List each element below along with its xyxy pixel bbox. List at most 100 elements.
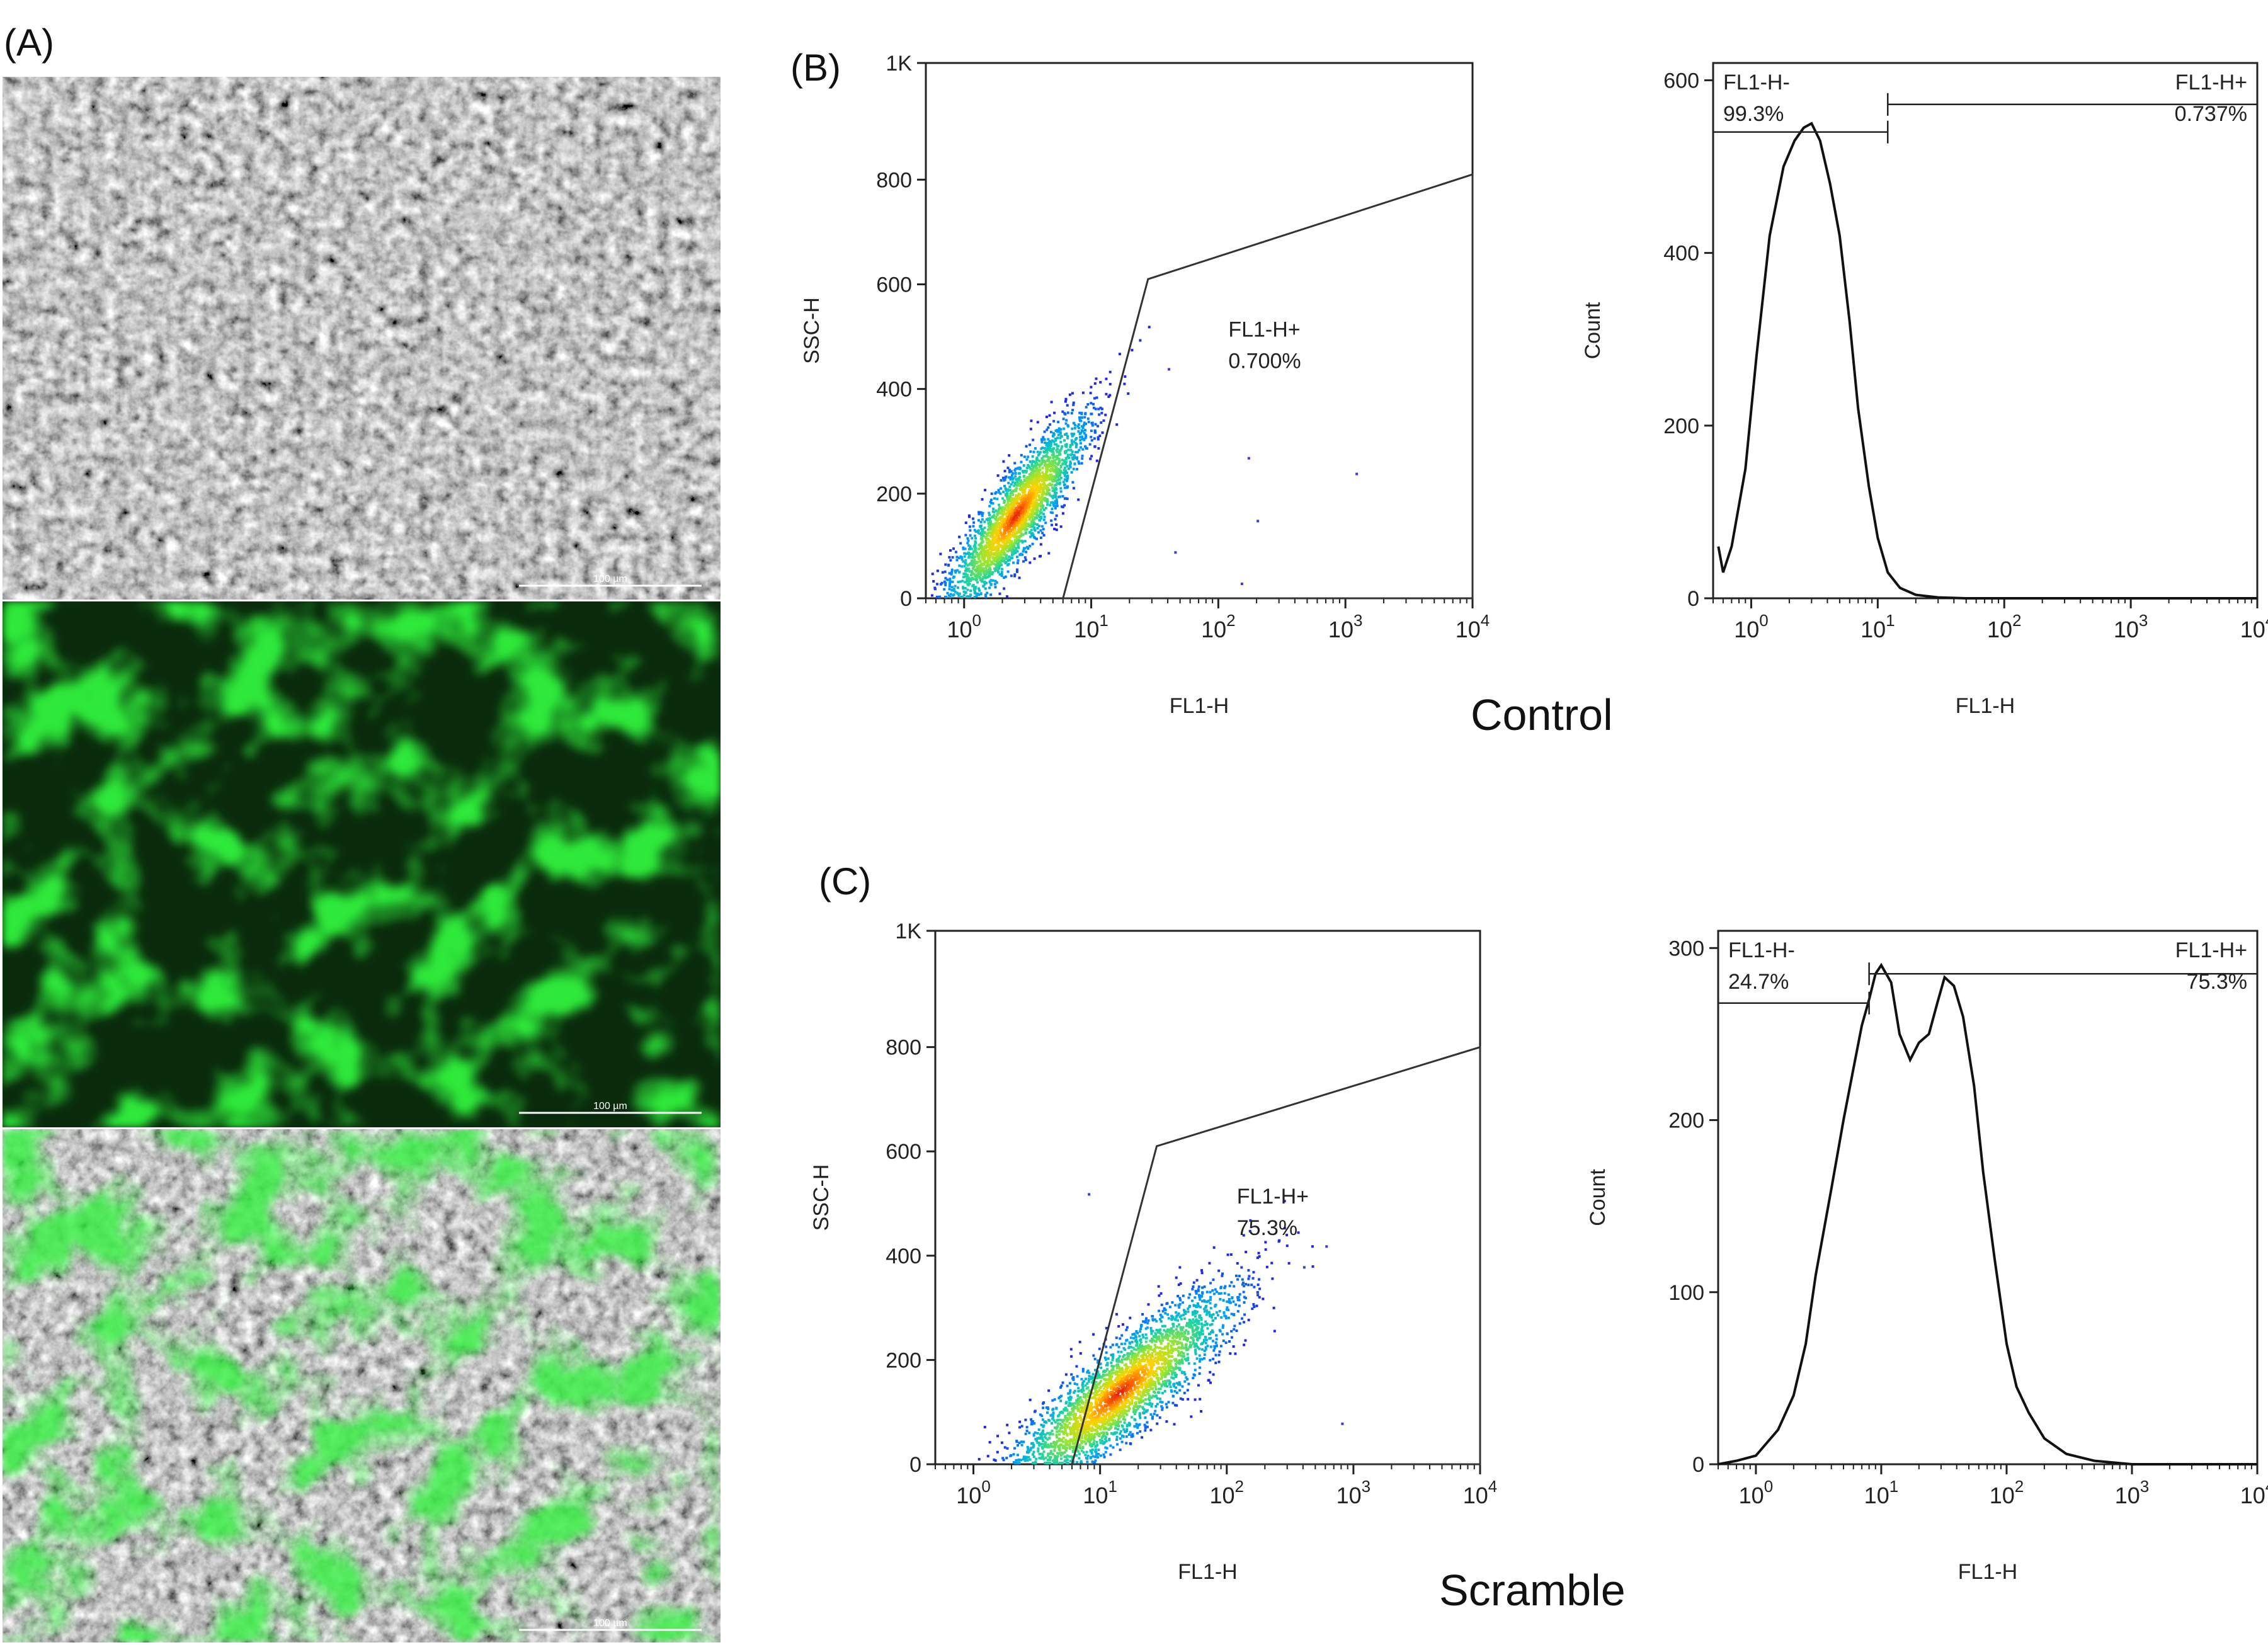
scatter-point xyxy=(1107,1413,1110,1416)
scatter-point xyxy=(1142,1389,1145,1392)
scatter-point xyxy=(949,549,952,552)
scatter-point xyxy=(1029,477,1032,480)
scatter-point xyxy=(967,576,970,579)
scatter-point xyxy=(1003,522,1006,525)
scatter-point xyxy=(1078,1423,1081,1426)
scatter-point xyxy=(1283,1227,1286,1230)
scatter-point xyxy=(994,491,998,494)
scatter-point xyxy=(1146,1409,1149,1412)
scatter-point xyxy=(1020,496,1023,499)
scatter-point xyxy=(1144,1398,1148,1401)
scatter-point xyxy=(1083,432,1086,435)
scatter-point xyxy=(1195,1310,1199,1313)
scatter-point xyxy=(1205,1323,1208,1326)
scatter-point xyxy=(1117,1345,1120,1348)
scatter-point xyxy=(1070,1355,1073,1358)
scatter-point xyxy=(1257,1251,1260,1255)
scatter-point xyxy=(1033,489,1036,492)
scatter-point xyxy=(1218,1309,1221,1312)
y-tick-label: 200 xyxy=(886,1348,921,1372)
scatter-point xyxy=(1118,1368,1121,1371)
scatter-point xyxy=(944,563,947,566)
scatter-point xyxy=(1001,546,1004,549)
scatter-point xyxy=(1100,407,1103,411)
scatter-point xyxy=(1017,528,1020,532)
scatter-point xyxy=(1007,539,1010,542)
scatter-point xyxy=(949,578,952,581)
scatter-point xyxy=(1053,443,1056,446)
scatter-point xyxy=(1098,1363,1102,1366)
scatter-point xyxy=(1188,1325,1191,1328)
scatter-point xyxy=(1141,1399,1144,1403)
scatter-point xyxy=(1066,1440,1069,1443)
scatter-point xyxy=(1234,1303,1238,1306)
scatter-point xyxy=(1027,511,1030,514)
scatter-point xyxy=(1039,543,1042,546)
scatter-point xyxy=(1211,1331,1214,1334)
scatter-point xyxy=(1080,1433,1083,1437)
scatter-point xyxy=(1020,1425,1023,1428)
scatter-point xyxy=(1023,490,1026,493)
scatter-point xyxy=(1019,552,1022,555)
scatter-point xyxy=(1051,508,1054,511)
scatter-point xyxy=(1022,550,1025,553)
scatter-point xyxy=(1158,1309,1161,1312)
scatter-point xyxy=(1093,437,1096,440)
scatter-point xyxy=(1093,1386,1097,1389)
scatter-point xyxy=(963,552,966,555)
scatter-point xyxy=(982,576,985,579)
scatter-point xyxy=(1145,1345,1148,1348)
scatter-point xyxy=(1080,1399,1083,1402)
scatter-point xyxy=(1061,495,1064,498)
scatter-point xyxy=(1131,348,1134,351)
scatter-point xyxy=(957,594,960,597)
scatter-point xyxy=(947,564,950,567)
scatter-point xyxy=(983,572,986,575)
scatter-point xyxy=(1188,1321,1191,1324)
x-tick-label: 100 xyxy=(1734,611,1769,642)
scatter-point xyxy=(1194,1348,1197,1352)
scatter-point xyxy=(1051,1433,1054,1436)
scatter-point xyxy=(1167,1317,1170,1320)
scatter-point xyxy=(967,539,970,542)
scatter-point xyxy=(1086,1440,1089,1443)
scatter-point xyxy=(1118,1400,1121,1403)
scatter-point xyxy=(1187,1397,1190,1401)
scatter-point xyxy=(1023,507,1026,510)
scatter-point xyxy=(1057,429,1061,432)
scatter-point xyxy=(1082,1401,1085,1404)
scatter-point xyxy=(1091,1381,1094,1384)
scatter-point xyxy=(1144,1327,1148,1330)
scatter-point xyxy=(976,552,979,555)
scatter-point xyxy=(1166,1348,1170,1351)
scatter-point xyxy=(1042,475,1045,478)
scatter-point xyxy=(1196,1321,1199,1324)
scatter-point xyxy=(1006,595,1009,598)
scatter-point xyxy=(1153,1395,1156,1398)
scatter-point xyxy=(960,558,964,561)
scatter-point xyxy=(1028,503,1031,506)
panel-label-a: (A) xyxy=(4,21,54,64)
scatter-point xyxy=(1035,523,1039,526)
scatter-point xyxy=(994,509,998,512)
scatter-point xyxy=(1166,1338,1170,1341)
scatter-point xyxy=(1184,1336,1187,1339)
scatter-point xyxy=(1076,467,1079,470)
scatter-point xyxy=(975,575,978,578)
scatter-point xyxy=(1042,1425,1045,1428)
scatter-point xyxy=(1118,1360,1121,1363)
scatter-point xyxy=(1023,455,1026,458)
scatter-point xyxy=(1107,1383,1110,1386)
scatter-point xyxy=(1187,1332,1190,1335)
scatter-point xyxy=(1161,1408,1164,1411)
scatter-point xyxy=(1042,533,1046,537)
scatter-point xyxy=(1038,1443,1041,1447)
scatter-point xyxy=(1172,1335,1175,1338)
scatter-point xyxy=(1031,455,1034,458)
scatter-point xyxy=(1073,1438,1076,1441)
scatter-point xyxy=(1243,1301,1246,1304)
scatter-point xyxy=(1036,1441,1039,1444)
scatter-point xyxy=(1055,467,1058,470)
scatter-point xyxy=(1071,1438,1074,1441)
scatter-point xyxy=(1057,467,1060,470)
